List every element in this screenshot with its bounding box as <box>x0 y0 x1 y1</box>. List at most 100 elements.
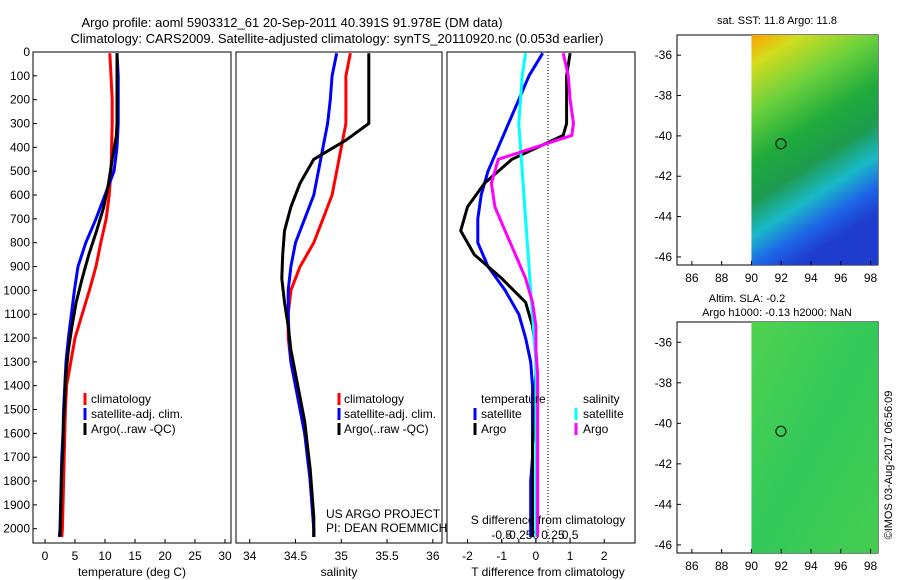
lat-tick-label: -42 <box>655 457 673 471</box>
lon-tick-label: 86 <box>685 559 699 573</box>
lon-tick-label: 86 <box>685 271 699 285</box>
lon-tick-label: 94 <box>804 559 818 573</box>
x-tick-label: -1 <box>496 549 507 563</box>
s-difference-tick-label: 0.5 <box>562 528 579 542</box>
depth-tick-label: 1000 <box>3 283 30 297</box>
lon-tick-label: 98 <box>864 271 878 285</box>
legend-label-satellite: satellite-adj. clim. <box>344 407 436 421</box>
legend-label-t-satellite: satellite <box>481 407 522 421</box>
depth-tick-label: 1200 <box>3 331 30 345</box>
argo-position-marker <box>775 138 787 150</box>
temperature-x-axis: 0 5 10 15 20 25 30 <box>42 539 232 563</box>
depth-tick-label: 900 <box>10 260 30 274</box>
legend-label-climatology: climatology <box>91 392 151 406</box>
lon-tick-label: 98 <box>864 559 878 573</box>
pi-annotation: PI: DEAN ROEMMICH <box>326 521 447 535</box>
depth-tick-label: 200 <box>10 93 30 107</box>
depth-tick-label: 500 <box>10 164 30 178</box>
legend-title-salinity: salinity <box>583 392 620 406</box>
x-tick-label: 34 <box>243 549 257 563</box>
depth-tick-label: 1600 <box>3 426 30 440</box>
depth-tick-label: 800 <box>10 236 30 250</box>
lon-tick-label: 90 <box>745 559 759 573</box>
x-tick-label: 34.5 <box>284 549 308 563</box>
x-tick-label: 20 <box>158 549 172 563</box>
series-line-temperature-argo <box>459 52 572 537</box>
lat-tick-label: -38 <box>655 376 673 390</box>
lat-tick-label: -40 <box>655 129 673 143</box>
s-difference-tick-label: 0.25 <box>541 528 565 542</box>
temperature-plot-frame <box>32 51 232 544</box>
sla-map: Altim. SLA: -0.2 Argo h1000: -0.13 h2000… <box>655 293 879 573</box>
depth-tick-label: 100 <box>10 69 30 83</box>
x-tick-label: 0 <box>533 549 540 563</box>
x-tick-label: 30 <box>218 549 232 563</box>
x-tick-label: 10 <box>98 549 112 563</box>
sst-map: sat. SST: 11.8 Argo: 11.8 -36 -38 -40 -42 -4… <box>655 15 879 285</box>
lat-tick-label: -38 <box>655 89 673 103</box>
depth-tick-label: 1900 <box>3 498 30 512</box>
argo-position-marker <box>775 425 787 437</box>
x-tick-label: 15 <box>128 549 142 563</box>
depth-axis: 0 100 200 300 400 500 600 700 800 900 1000 1100 1200… <box>3 45 37 536</box>
sst-map-lon-axis: 86 88 90 92 94 96 98 <box>685 261 878 285</box>
x-tick-label: 36 <box>426 549 440 563</box>
x-tick-label: 1 <box>567 549 574 563</box>
project-annotation: US ARGO PROJECT <box>326 507 441 521</box>
depth-tick-label: 600 <box>10 188 30 202</box>
sla-map-lat-axis: -36 -38 -40 -42 -44 -46 <box>655 335 681 552</box>
legend-label-t-argo: Argo <box>481 422 507 436</box>
s-difference-tick-label: -0.5 <box>491 528 512 542</box>
lon-tick-label: 92 <box>775 559 789 573</box>
figure-title-line2: Climatology: CARS2009. Satellite-adjuste… <box>70 31 603 46</box>
lat-tick-label: -40 <box>655 416 673 430</box>
series-line-argo-raw-qc <box>280 53 371 537</box>
imos-timestamp: ©IMOS 03-Aug-2017 06:56:09 <box>883 391 895 540</box>
lat-tick-label: -44 <box>655 210 673 224</box>
depth-tick-label: 1800 <box>3 474 30 488</box>
sla-map-subtitle: Argo h1000: -0.13 h2000: NaN <box>702 307 852 319</box>
difference-plot-frame <box>446 51 636 544</box>
depth-tick-label: 2000 <box>3 522 30 536</box>
lon-tick-label: 90 <box>745 271 759 285</box>
figure-title-line1: Argo profile: aoml 5903312_61 20-Sep-201… <box>81 15 502 30</box>
x-tick-label: 35.5 <box>375 549 399 563</box>
lat-tick-label: -36 <box>655 335 673 349</box>
legend-label-satellite: satellite-adj. clim. <box>91 407 183 421</box>
x-tick-label: 5 <box>72 549 79 563</box>
sst-field <box>751 35 878 265</box>
lon-tick-label: 88 <box>715 559 729 573</box>
legend-label-argo: Argo(..raw -QC) <box>91 422 176 436</box>
series-line-argo-raw-qc <box>58 53 119 538</box>
sst-map-title: sat. SST: 11.8 Argo: 11.8 <box>717 15 837 27</box>
lat-tick-label: -42 <box>655 169 673 183</box>
difference-panel: -2 -1 0 1 2 -0.5-0.25 0 0.250.5 T difference f… <box>446 51 636 579</box>
depth-tick-label: 1100 <box>4 307 30 321</box>
depth-tick-label: 700 <box>10 212 30 226</box>
legend-label-climatology: climatology <box>344 392 404 406</box>
salinity-xlabel: salinity <box>321 565 358 579</box>
x-tick-label: -2 <box>462 549 473 563</box>
salinity-panel: 34 34.5 35 35.5 36 salinity climatology sate… <box>235 51 447 579</box>
lat-tick-label: -36 <box>655 48 673 62</box>
lon-tick-label: 88 <box>715 271 729 285</box>
legend-label-argo: Argo(..raw -QC) <box>344 422 429 436</box>
salinity-lines <box>280 52 371 537</box>
depth-tick-label: 1400 <box>3 379 30 393</box>
legend-label-s-satellite: satellite <box>583 407 624 421</box>
t-difference-xlabel: T difference from climatology <box>471 565 625 579</box>
temperature-lines <box>57 53 120 538</box>
series-line-salinity-argo <box>489 52 575 537</box>
lon-tick-label: 96 <box>834 271 848 285</box>
lon-tick-label: 96 <box>834 559 848 573</box>
depth-tick-label: 400 <box>10 140 30 154</box>
lat-tick-label: -44 <box>655 497 673 511</box>
sla-field <box>751 322 878 553</box>
difference-lines <box>459 52 575 537</box>
sla-map-title: Altim. SLA: -0.2 <box>709 293 785 305</box>
salinity-difference-axis: -0.5-0.25 0 0.250.5 <box>491 528 579 543</box>
x-tick-label: 35 <box>335 549 349 563</box>
salinity-plot-frame <box>235 51 443 544</box>
sst-map-lat-axis: -36 -38 -40 -42 -44 -46 <box>655 48 681 264</box>
